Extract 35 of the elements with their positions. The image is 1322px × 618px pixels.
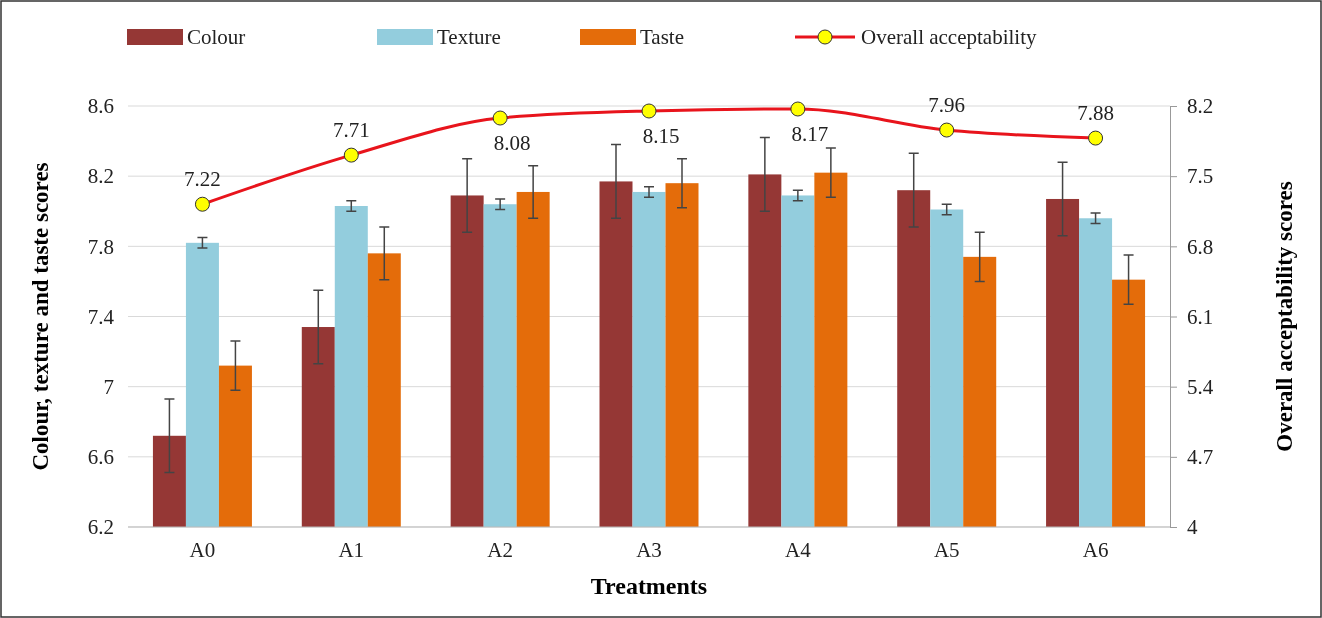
y-tick-label: 7.8 [87,234,114,259]
y2-tick-label: 4.7 [1187,445,1214,470]
y2-tick-label: 4 [1187,515,1198,540]
y-axis-title: Colour, texture and taste scores [28,162,53,471]
y-tick-label: 6.6 [87,445,114,470]
legend-label: Colour [187,25,246,49]
data-label: 8.08 [493,131,531,156]
legend-label: Texture [437,25,501,49]
x-tick-label: A6 [1082,538,1109,562]
data-label: 8.15 [642,124,680,149]
y-tick-label: 7.4 [87,304,115,329]
x-tick-label: A5 [933,538,960,562]
y-tick-label: 7 [103,374,114,399]
legend-label: Taste [640,25,685,49]
legend-label: Overall acceptability [861,25,1037,49]
x-tick-label: A4 [785,538,812,562]
data-label: 8.17 [791,122,829,147]
y2-tick-label: 5.4 [1187,374,1214,399]
data-label: 7.71 [332,118,370,143]
y2-axis-title: Overall acceptability scores [1272,181,1297,452]
x-axis-title: Treatments [590,573,708,599]
y-tick-label: 8.6 [87,94,114,119]
y2-tick-label: 8.2 [1187,94,1214,119]
data-label: 7.22 [184,167,221,192]
data-label: 7.88 [1077,101,1114,126]
x-tick-label: A3 [636,538,662,562]
y-tick-label: 8.2 [87,164,114,189]
x-tick-label: A1 [338,538,365,562]
y2-tick-label: 6.1 [1187,304,1214,329]
y2-tick-label: 7.5 [1187,164,1214,189]
x-tick-label: A0 [189,538,216,562]
y2-tick-label: 6.8 [1187,234,1214,259]
y-tick-label: 6.2 [87,515,114,540]
x-tick-label: A2 [487,538,513,562]
data-label: 7.96 [928,93,966,118]
